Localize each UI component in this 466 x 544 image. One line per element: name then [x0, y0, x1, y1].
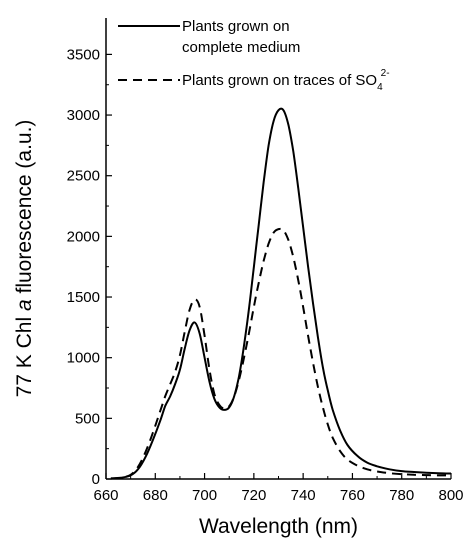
- legend-label-complete-medium-line2: complete medium: [182, 39, 300, 56]
- y-axis: 0 500 1000 1500 2000 2500 3000 3500: [67, 18, 112, 488]
- legend-label-traces-so4-main: Plants grown on traces of SO: [182, 72, 377, 89]
- legend-label-traces-so4: Plants grown on traces of SO4 2-: [182, 68, 390, 93]
- legend: Plants grown on complete medium Plants g…: [118, 18, 390, 93]
- x-tick-label: 800: [438, 487, 463, 504]
- legend-label-so4-subscript: 4: [377, 82, 383, 93]
- x-tick-label: 720: [241, 487, 266, 504]
- y-tick-label: 1000: [67, 350, 100, 367]
- y-tick-label: 2500: [67, 168, 100, 185]
- x-axis-label: Wavelength (nm): [199, 515, 358, 538]
- x-tick-label: 660: [93, 487, 118, 504]
- x-tick-label: 780: [389, 487, 414, 504]
- series-line-complete-medium: [110, 107, 452, 480]
- legend-label-complete-medium-line1: Plants grown on: [182, 18, 290, 35]
- y-tick-label: 1500: [67, 289, 100, 306]
- legend-label-so4-superscript: 2-: [381, 68, 390, 79]
- y-tick-label: 0: [92, 471, 100, 488]
- plot-lines: [110, 107, 452, 480]
- y-tick-label: 2000: [67, 228, 100, 245]
- y-axis-label-part: fluorescence (a.u.): [13, 120, 36, 300]
- y-axis-label-part: 77 K Chl: [13, 311, 36, 397]
- y-tick-label: 3500: [67, 46, 100, 63]
- series-line-traces-so4: [110, 227, 451, 480]
- x-axis: 660 680 700 720 740 760 780 800: [93, 473, 464, 504]
- y-axis-label: 77 K Chl a fluorescence (a.u.): [13, 120, 36, 398]
- y-tick-label: 500: [75, 410, 100, 427]
- y-tick-label: 3000: [67, 107, 100, 124]
- x-tick-label: 740: [291, 487, 316, 504]
- x-tick-label: 700: [192, 487, 217, 504]
- x-tick-label: 760: [340, 487, 365, 504]
- y-axis-label-part: a: [13, 299, 36, 311]
- x-tick-label: 680: [143, 487, 168, 504]
